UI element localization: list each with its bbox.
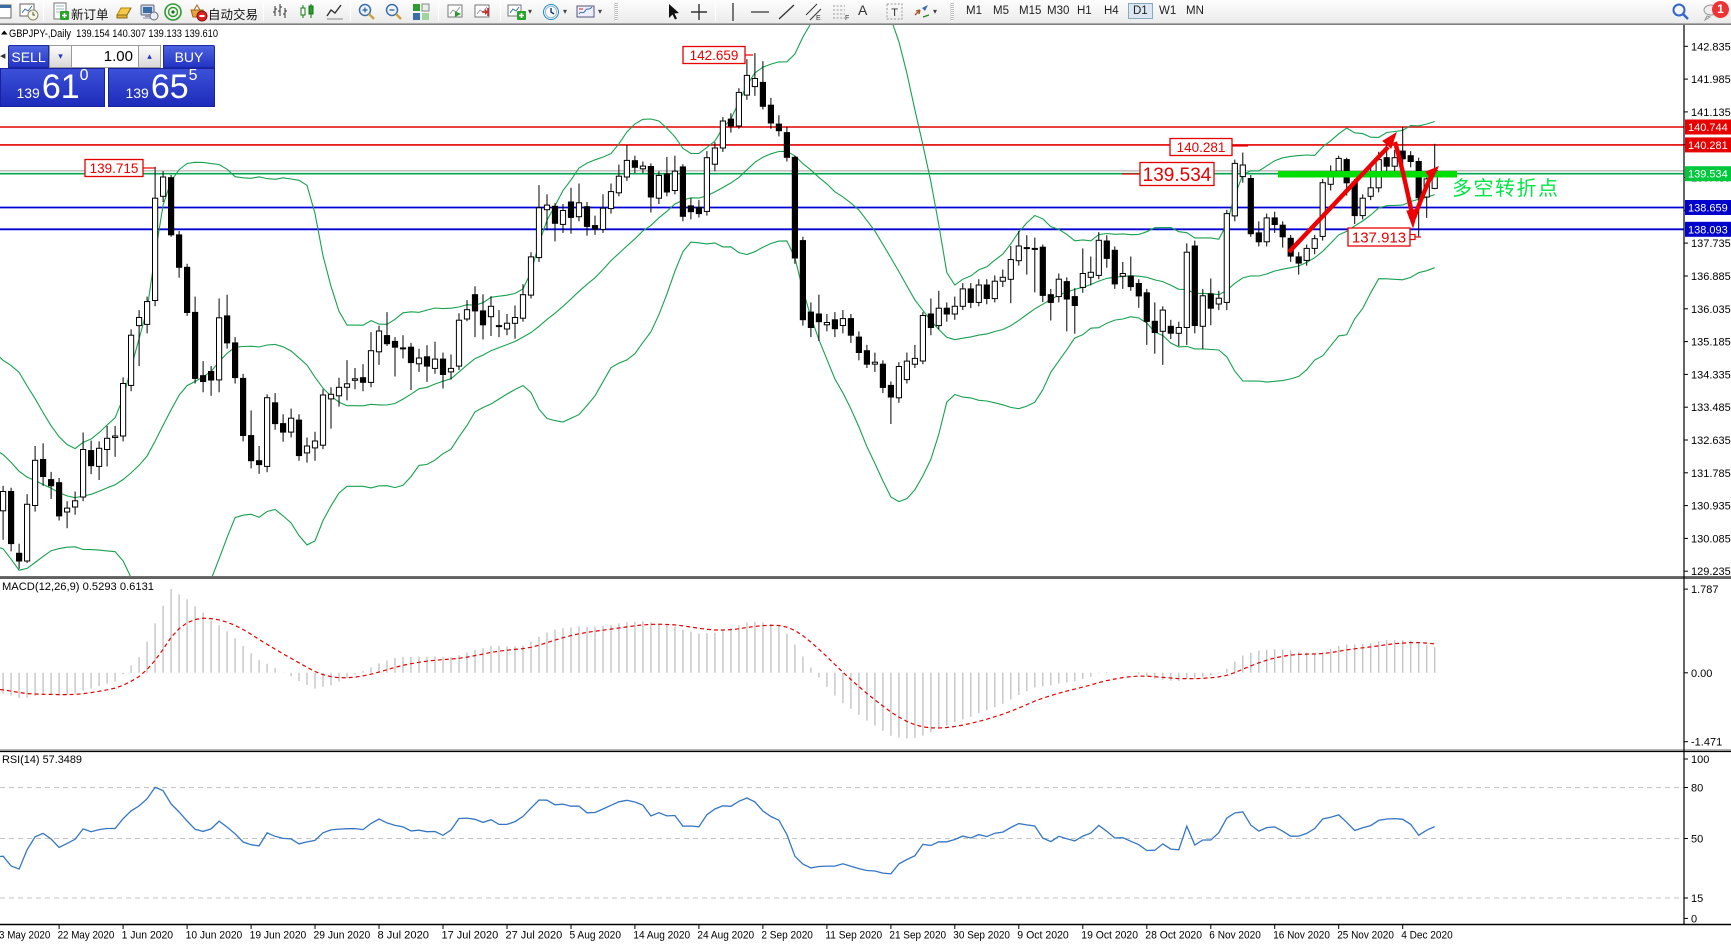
svg-text:129.235: 129.235 xyxy=(1691,566,1731,578)
svg-text:137.735: 137.735 xyxy=(1691,238,1731,250)
svg-text:14 Aug 2020: 14 Aug 2020 xyxy=(633,930,690,942)
svg-text:30 Sep 2020: 30 Sep 2020 xyxy=(953,930,1010,942)
svg-text:100: 100 xyxy=(1691,754,1709,766)
svg-text:133.485: 133.485 xyxy=(1691,402,1731,414)
svg-text:140.744: 140.744 xyxy=(1688,122,1728,134)
svg-text:141.135: 141.135 xyxy=(1691,107,1731,119)
svg-text:140.281: 140.281 xyxy=(1177,140,1226,155)
svg-text:141.985: 141.985 xyxy=(1691,74,1731,86)
svg-text:27 Jul 2020: 27 Jul 2020 xyxy=(506,930,563,942)
svg-text:17 Jul 2020: 17 Jul 2020 xyxy=(442,930,499,942)
svg-text:2 Sep 2020: 2 Sep 2020 xyxy=(761,930,813,942)
svg-text:131.785: 131.785 xyxy=(1691,468,1731,480)
svg-text:135.185: 135.185 xyxy=(1691,337,1731,349)
svg-text:RSI(14) 57.3489: RSI(14) 57.3489 xyxy=(2,754,82,766)
svg-text:139.534: 139.534 xyxy=(1688,169,1728,181)
svg-text:15: 15 xyxy=(1691,893,1703,905)
svg-text:GBPJPY-,Daily 139.154 140.307: GBPJPY-,Daily 139.154 140.307 139.133 13… xyxy=(9,28,218,40)
svg-text:E: E xyxy=(816,15,821,22)
svg-text:136.035: 136.035 xyxy=(1691,304,1731,316)
svg-text:19 Oct 2020: 19 Oct 2020 xyxy=(1081,930,1138,942)
svg-text:13 May 2020: 13 May 2020 xyxy=(0,930,50,942)
svg-text:-1.471: -1.471 xyxy=(1691,737,1722,749)
svg-text:134.335: 134.335 xyxy=(1691,369,1731,381)
svg-text:5 Aug 2020: 5 Aug 2020 xyxy=(570,930,622,942)
svg-text:0.00: 0.00 xyxy=(1691,668,1712,680)
svg-text:MACD(12,26,9) 0.5293 0.6131: MACD(12,26,9) 0.5293 0.6131 xyxy=(2,581,154,593)
svg-text:10 Jun 2020: 10 Jun 2020 xyxy=(186,930,243,942)
svg-text:24 Aug 2020: 24 Aug 2020 xyxy=(697,930,754,942)
svg-text:21 Sep 2020: 21 Sep 2020 xyxy=(889,930,946,942)
svg-text:9 Oct 2020: 9 Oct 2020 xyxy=(1017,930,1069,942)
svg-text:11 Sep 2020: 11 Sep 2020 xyxy=(825,930,882,942)
svg-text:6 Nov 2020: 6 Nov 2020 xyxy=(1209,930,1261,942)
svg-text:25 Nov 2020: 25 Nov 2020 xyxy=(1337,930,1394,942)
svg-text:1 Jun 2020: 1 Jun 2020 xyxy=(122,930,174,942)
svg-text:F: F xyxy=(845,15,849,22)
svg-text:138.093: 138.093 xyxy=(1688,224,1728,236)
svg-text:138.659: 138.659 xyxy=(1688,203,1728,215)
svg-text:T: T xyxy=(891,7,898,19)
svg-text:多空转折点: 多空转折点 xyxy=(1452,177,1560,200)
svg-text:142.659: 142.659 xyxy=(690,48,739,63)
svg-text:28 Oct 2020: 28 Oct 2020 xyxy=(1145,930,1202,942)
svg-text:22 May 2020: 22 May 2020 xyxy=(58,930,115,942)
svg-text:1.787: 1.787 xyxy=(1691,584,1719,596)
svg-text:130.085: 130.085 xyxy=(1691,533,1731,545)
svg-text:136.885: 136.885 xyxy=(1691,271,1731,283)
svg-text:16 Nov 2020: 16 Nov 2020 xyxy=(1273,930,1330,942)
svg-text:132.635: 132.635 xyxy=(1691,435,1731,447)
svg-text:0: 0 xyxy=(1691,913,1697,925)
svg-text:137.913: 137.913 xyxy=(1352,229,1406,246)
svg-text:130.935: 130.935 xyxy=(1691,501,1731,513)
svg-text:142.835: 142.835 xyxy=(1691,41,1731,53)
svg-text:139.534: 139.534 xyxy=(1143,165,1212,186)
svg-text:4 Dec 2020: 4 Dec 2020 xyxy=(1401,930,1453,942)
svg-text:80: 80 xyxy=(1691,783,1703,795)
svg-text:29 Jun 2020: 29 Jun 2020 xyxy=(314,930,371,942)
svg-text:139.715: 139.715 xyxy=(90,161,139,176)
svg-text:19 Jun 2020: 19 Jun 2020 xyxy=(250,930,307,942)
svg-text:140.281: 140.281 xyxy=(1688,140,1728,152)
svg-text:8 Jul 2020: 8 Jul 2020 xyxy=(378,930,430,942)
svg-text:50: 50 xyxy=(1691,834,1703,846)
